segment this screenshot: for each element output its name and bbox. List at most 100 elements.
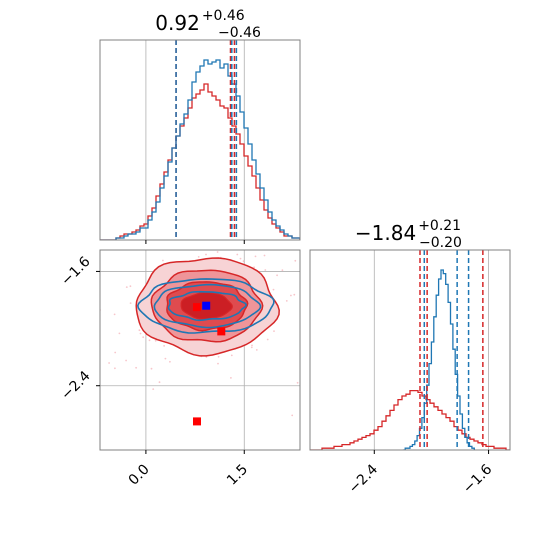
d2-sample-point	[272, 235, 274, 237]
d2-sample-point	[290, 294, 292, 297]
hist1-title-sup: +0.46	[202, 8, 245, 24]
d2-content	[71, 139, 390, 426]
d2-y-label-0: −2.4	[58, 368, 93, 403]
d2-sample-point	[164, 357, 167, 360]
hist2-series-a	[402, 269, 475, 450]
d2-contour-blue-mid	[153, 283, 262, 329]
d2-sample-point	[303, 318, 305, 320]
d2-sample-point	[197, 256, 200, 258]
d2-sample-point	[139, 332, 142, 335]
d2-sample-point	[315, 325, 317, 327]
d2-sample-point	[291, 414, 294, 417]
hist2-content	[310, 250, 510, 450]
d2-sample-point	[108, 362, 110, 364]
d2-sample-point	[129, 285, 132, 288]
d2-sample-point	[255, 349, 258, 351]
hist1-title: 0.92 +0.46	[155, 8, 245, 35]
hist-param1-panel: 0.92 +0.46 −0.46	[99, 8, 301, 244]
d2-sample-point	[230, 354, 233, 357]
d2-sample-point	[151, 245, 153, 247]
d2-sample-point	[71, 294, 73, 296]
d2-sample-point	[125, 286, 128, 288]
hist1-frame	[99, 39, 301, 241]
d2-sample-point	[306, 389, 308, 391]
d2-sample-point	[89, 313, 91, 315]
d2-sample-point	[142, 336, 145, 339]
d2-sample-point	[113, 313, 116, 316]
d2-marker-red-1	[193, 303, 201, 312]
hist2-x-label-1: −1.6	[460, 461, 495, 496]
d2-sample-point	[125, 359, 127, 362]
d2-sample-point	[388, 305, 390, 307]
d2-sample-point	[242, 260, 245, 263]
d2-sample-point	[154, 339, 157, 342]
d2-sample-point	[217, 355, 220, 358]
hist1-content	[100, 40, 300, 240]
d2-x-label-0: 0.0	[126, 462, 153, 489]
hist2-title: −1.84 +0.21	[355, 218, 461, 245]
d2-sample-point	[205, 253, 207, 256]
d2-sample-point	[129, 302, 132, 304]
d2-sample-point	[114, 351, 117, 354]
d2-sample-point	[250, 346, 253, 349]
d2-sample-point	[251, 344, 253, 347]
d2-sample-point	[115, 222, 117, 224]
d2-sample-point	[281, 269, 284, 272]
d2-sample-point	[272, 288, 275, 291]
d2-sample-point	[296, 381, 299, 384]
d2-sample-point	[150, 367, 153, 370]
d2-marker-red-3	[193, 417, 201, 426]
hist1-grid	[145, 40, 245, 240]
d2-frame	[99, 249, 301, 451]
d2-sample-point	[138, 329, 141, 332]
d2-marker-red-0	[217, 213, 225, 221]
d2-sample-point	[135, 366, 138, 369]
d2-sample-point	[294, 259, 297, 262]
hist2-grid	[373, 250, 489, 450]
hist1-title-sub: −0.46	[218, 25, 261, 41]
density-2d-panel: 0.0 1.5 −2.4 −1.6	[58, 139, 390, 489]
hist2-title-sub: −0.20	[419, 235, 462, 251]
hist1-series-a	[100, 59, 300, 240]
hist2-ticks: −2.4 −1.6	[346, 450, 495, 497]
hist2-title-main: −1.84	[355, 221, 416, 245]
d2-sample-point	[190, 230, 192, 232]
d2-sample-point	[152, 388, 155, 390]
d2-sample-point	[273, 330, 275, 332]
d2-sample-point	[266, 338, 269, 341]
d2-sample-point	[217, 362, 219, 365]
hist2-series-b	[310, 389, 510, 450]
d2-sample-point	[187, 204, 189, 206]
hist1-series-b	[100, 83, 300, 240]
d2-sample-point	[276, 274, 278, 277]
d2-sample-point	[236, 253, 239, 256]
d2-sample-point	[114, 367, 116, 370]
d2-sample-point	[118, 332, 121, 335]
d2-sample-point	[172, 223, 174, 225]
d2-marker-blue-0	[202, 301, 211, 310]
hist2-x-label-0: −2.4	[346, 461, 381, 496]
hist-param2-panel: −2.4 −1.6 −1.84 +0.21 −0.20	[309, 218, 511, 497]
d2-sample-point	[162, 259, 164, 262]
d2-sample-point	[230, 377, 232, 379]
d2-sample-point	[151, 236, 153, 238]
d2-marker-red-2	[217, 327, 226, 336]
d2-sample-point	[263, 254, 266, 257]
d2-sample-point	[163, 345, 166, 347]
hist1-ticks	[145, 240, 245, 244]
d2-sample-point	[239, 257, 242, 260]
d2-sample-point	[90, 285, 92, 287]
d2-contour-blue-inner	[167, 290, 247, 322]
hist2-title-sup: +0.21	[418, 218, 461, 234]
d2-sample-point	[190, 139, 192, 141]
d2-sample-point	[93, 331, 95, 333]
d2-sample-point	[216, 251, 219, 253]
d2-sample-point	[259, 244, 261, 246]
d2-sample-point	[169, 360, 171, 363]
d2-sample-point	[254, 255, 257, 258]
hist1-title-main: 0.92	[155, 11, 200, 35]
d2-sample-point	[264, 269, 267, 271]
d2-sample-point	[285, 300, 288, 302]
d2-sample-point	[291, 229, 293, 231]
